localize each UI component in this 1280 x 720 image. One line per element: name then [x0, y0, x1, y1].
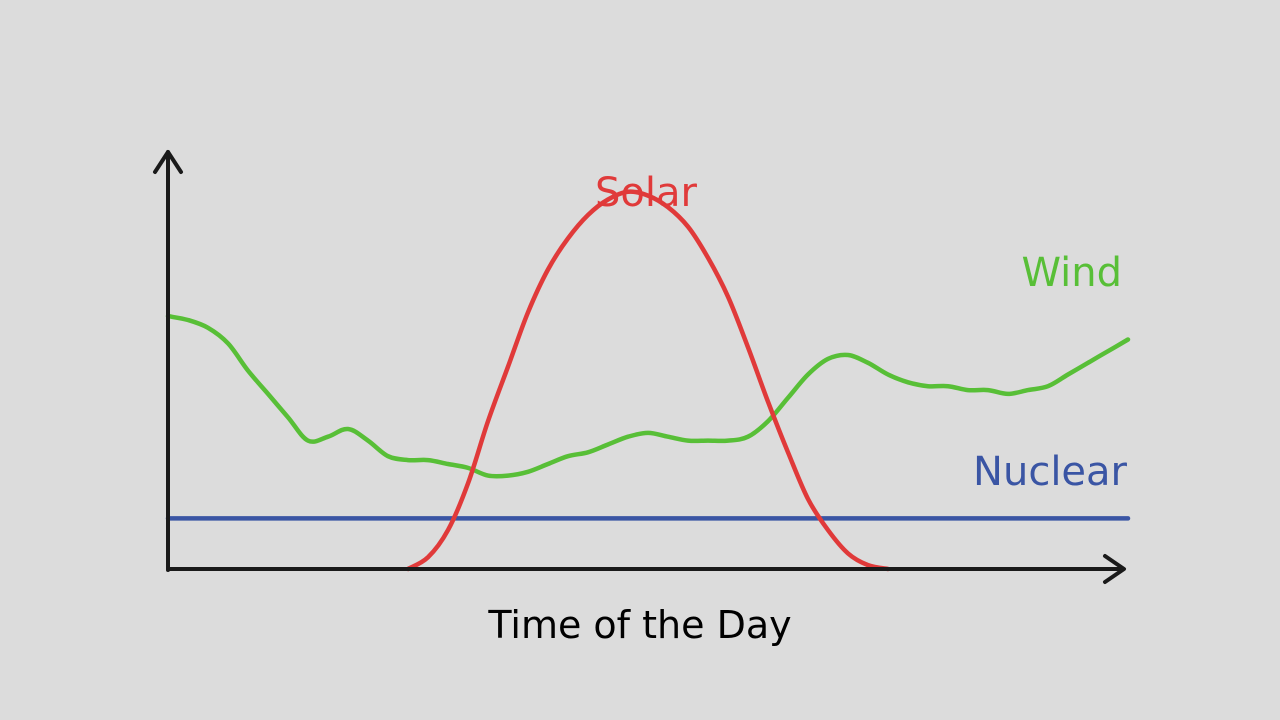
series-line-wind [165, 313, 1131, 479]
y-axis-arrow-icon [153, 150, 183, 174]
label-layer: Time of the Day Solar Wind Nuclear [487, 170, 1127, 647]
series-label-wind: Wind [1021, 250, 1122, 296]
series-label-solar: Solar [595, 170, 697, 216]
x-axis-label: Time of the Day [487, 603, 791, 647]
axes-layer [153, 150, 1126, 584]
series-label-nuclear: Nuclear [973, 449, 1128, 495]
series-layer [165, 189, 1131, 572]
x-axis-arrow-icon [1103, 554, 1126, 584]
series-line-solar [405, 189, 891, 572]
